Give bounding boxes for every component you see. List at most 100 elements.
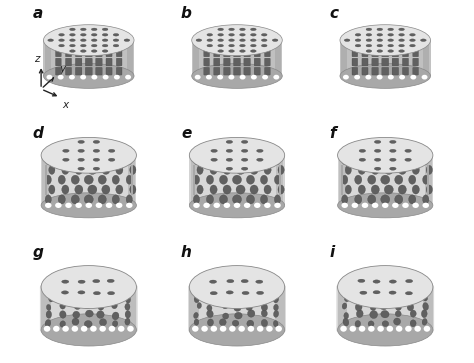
Ellipse shape (239, 44, 246, 47)
Ellipse shape (189, 266, 285, 309)
Ellipse shape (399, 75, 405, 79)
FancyBboxPatch shape (244, 49, 250, 57)
Text: b: b (181, 6, 192, 21)
Ellipse shape (250, 39, 256, 41)
Ellipse shape (261, 319, 268, 327)
Ellipse shape (356, 286, 361, 293)
Ellipse shape (49, 295, 54, 302)
Text: h: h (181, 245, 192, 260)
Ellipse shape (264, 185, 271, 194)
Ellipse shape (239, 28, 246, 31)
Ellipse shape (382, 203, 389, 208)
FancyBboxPatch shape (352, 40, 358, 48)
Ellipse shape (238, 326, 245, 332)
Ellipse shape (70, 50, 75, 52)
FancyBboxPatch shape (382, 67, 389, 75)
Ellipse shape (409, 195, 416, 204)
Ellipse shape (222, 302, 228, 309)
Ellipse shape (406, 280, 413, 283)
Ellipse shape (97, 287, 105, 295)
Ellipse shape (109, 149, 115, 152)
Ellipse shape (226, 291, 233, 294)
Ellipse shape (261, 44, 267, 47)
Ellipse shape (62, 326, 69, 332)
FancyBboxPatch shape (45, 40, 133, 76)
Ellipse shape (102, 166, 110, 174)
Ellipse shape (62, 185, 69, 194)
Ellipse shape (344, 39, 350, 41)
FancyBboxPatch shape (337, 285, 434, 332)
Ellipse shape (126, 297, 131, 303)
Ellipse shape (273, 321, 278, 327)
Ellipse shape (246, 155, 255, 164)
FancyBboxPatch shape (264, 49, 270, 57)
FancyBboxPatch shape (372, 49, 378, 57)
Ellipse shape (247, 326, 254, 332)
Ellipse shape (399, 33, 404, 36)
Ellipse shape (373, 280, 380, 283)
Ellipse shape (381, 195, 390, 204)
Ellipse shape (75, 185, 83, 194)
Ellipse shape (388, 28, 393, 31)
Ellipse shape (207, 294, 213, 302)
Ellipse shape (219, 155, 228, 164)
Ellipse shape (59, 39, 64, 41)
Ellipse shape (63, 158, 69, 161)
Ellipse shape (355, 33, 361, 36)
FancyBboxPatch shape (214, 40, 220, 48)
Text: a: a (33, 6, 43, 21)
Ellipse shape (218, 28, 224, 31)
Ellipse shape (78, 167, 84, 170)
Ellipse shape (395, 155, 403, 164)
FancyBboxPatch shape (254, 58, 260, 66)
Ellipse shape (241, 140, 248, 143)
Ellipse shape (197, 166, 203, 174)
Ellipse shape (407, 303, 414, 311)
Ellipse shape (398, 166, 406, 174)
Ellipse shape (224, 203, 230, 208)
Ellipse shape (62, 166, 69, 174)
Ellipse shape (78, 280, 85, 284)
Ellipse shape (389, 280, 396, 283)
FancyBboxPatch shape (244, 40, 250, 48)
Ellipse shape (377, 75, 383, 79)
Ellipse shape (360, 291, 367, 294)
Ellipse shape (410, 75, 416, 79)
Ellipse shape (78, 291, 85, 294)
Ellipse shape (247, 310, 255, 317)
Ellipse shape (245, 296, 253, 304)
FancyBboxPatch shape (234, 58, 240, 66)
FancyBboxPatch shape (264, 67, 270, 75)
Ellipse shape (250, 44, 256, 47)
Ellipse shape (102, 28, 108, 31)
Ellipse shape (371, 185, 379, 194)
Ellipse shape (58, 175, 65, 184)
Ellipse shape (410, 33, 415, 36)
Ellipse shape (193, 195, 200, 204)
Ellipse shape (343, 75, 349, 79)
Ellipse shape (71, 155, 79, 164)
Ellipse shape (232, 296, 241, 303)
Ellipse shape (70, 28, 75, 31)
Ellipse shape (359, 149, 365, 152)
Ellipse shape (423, 287, 429, 295)
Ellipse shape (377, 33, 383, 36)
Ellipse shape (65, 203, 72, 208)
Ellipse shape (113, 33, 119, 36)
Ellipse shape (340, 64, 430, 88)
Ellipse shape (366, 33, 372, 36)
Ellipse shape (85, 203, 92, 208)
Ellipse shape (219, 319, 226, 326)
Ellipse shape (399, 39, 404, 41)
Ellipse shape (409, 285, 416, 293)
FancyBboxPatch shape (96, 40, 102, 48)
FancyBboxPatch shape (341, 40, 429, 76)
Ellipse shape (340, 326, 347, 332)
Ellipse shape (256, 291, 264, 294)
Ellipse shape (85, 310, 93, 317)
Ellipse shape (365, 75, 371, 79)
Ellipse shape (46, 305, 51, 310)
Ellipse shape (342, 175, 348, 184)
Ellipse shape (206, 75, 212, 79)
Ellipse shape (41, 138, 137, 173)
